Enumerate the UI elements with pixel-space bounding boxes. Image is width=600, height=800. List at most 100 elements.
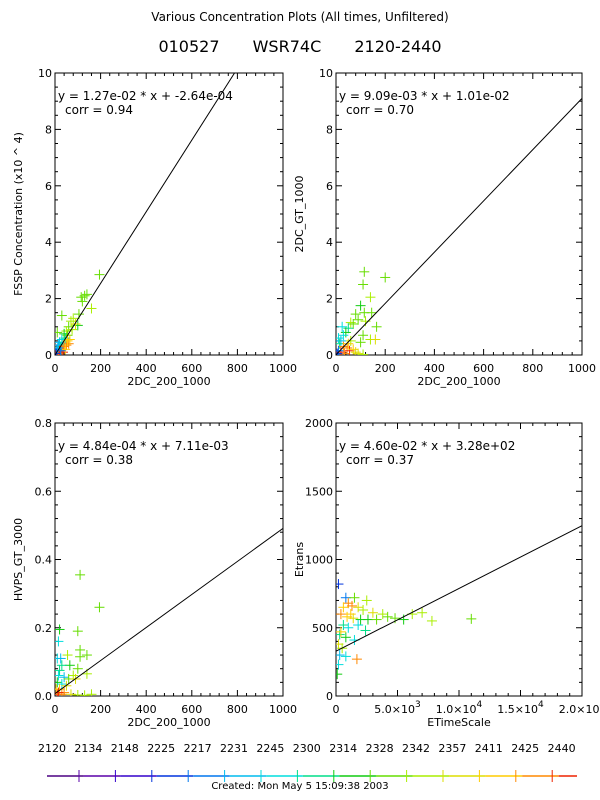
colorbar-time-label: 2411 (475, 742, 503, 755)
time-range-label: 2120-2440 (354, 37, 442, 56)
y-tick-label: 4 (326, 236, 333, 249)
data-point (94, 602, 105, 613)
data-point (338, 330, 349, 341)
x-tick-label: 1.5×104 (497, 700, 544, 716)
data-point (338, 602, 349, 613)
data-point (426, 615, 437, 626)
fit-line (336, 98, 582, 355)
data-point (336, 626, 346, 637)
data-point (340, 592, 351, 603)
data-point (77, 296, 88, 307)
data-point (358, 605, 369, 616)
data-point (380, 272, 391, 283)
data-point (390, 613, 401, 624)
x-tick-label: 600 (473, 362, 494, 375)
fit-line (55, 528, 283, 694)
x-tick-label: 200 (90, 362, 111, 375)
main-title: Various Concentration Plots (All times, … (151, 10, 449, 24)
data-point (358, 279, 369, 290)
data-point (343, 622, 354, 633)
data-point (86, 689, 97, 696)
data-point (62, 650, 73, 661)
data-point (359, 266, 370, 277)
x-axis-label: 2DC_200_1000 (127, 375, 210, 388)
data-point (75, 569, 86, 580)
data-point (61, 340, 72, 351)
x-tick-label: 800 (227, 362, 248, 375)
y-tick-label: 2000 (305, 417, 333, 430)
y-axis-label: HVPS_GT_3000 (12, 518, 25, 601)
data-point (86, 303, 97, 314)
y-tick-label: 8 (45, 123, 52, 136)
x-tick-label: 0 (52, 703, 59, 716)
data-point (336, 669, 343, 680)
y-tick-label: 6 (326, 180, 333, 193)
data-point (358, 349, 369, 355)
data-point (72, 626, 83, 637)
plot-p4: 0 5.0×103 1.0×104 1.5×104 2.0×104 0 500 1000 150… (293, 417, 600, 729)
date-label: 010527 (158, 37, 220, 56)
data-point (361, 595, 372, 606)
data-point (365, 292, 376, 303)
colorbar-time-label: 2120 (38, 742, 66, 755)
y-tick-label: 4 (45, 236, 52, 249)
data-point (56, 310, 67, 321)
data-point (353, 602, 364, 613)
x-tick-label: 800 (522, 362, 543, 375)
data-points (55, 569, 105, 696)
data-point (342, 342, 353, 353)
data-point (417, 607, 428, 618)
data-point (336, 579, 344, 590)
y-tick-label: 0.4 (35, 554, 53, 567)
data-point (68, 313, 79, 324)
colorbar-time-label: 2134 (74, 742, 102, 755)
data-point (70, 318, 81, 329)
data-point (340, 632, 351, 643)
data-point (345, 335, 356, 346)
data-point (65, 316, 76, 327)
data-point (348, 613, 359, 624)
data-point (350, 309, 361, 320)
x-tick-label: 400 (424, 362, 445, 375)
x-tick-label: 0 (52, 362, 59, 375)
y-tick-label: 0 (326, 690, 333, 703)
x-tick-label: 400 (136, 703, 157, 716)
correlation-label: corr = 0.70 (346, 103, 414, 117)
data-point (366, 307, 377, 318)
x-tick-label: 800 (227, 703, 248, 716)
colorbar-time-label: 2231 (220, 742, 248, 755)
colorbar-time-label: 2225 (147, 742, 175, 755)
x-tick-label: 600 (181, 703, 202, 716)
data-point (59, 672, 70, 683)
x-tick-label: 0 (333, 703, 340, 716)
data-point (377, 609, 388, 620)
data-point (55, 636, 64, 647)
y-axis-label: Etrans (293, 542, 306, 577)
data-point (57, 347, 68, 355)
y-tick-label: 0 (45, 349, 52, 362)
colorbar-time-label: 2217 (184, 742, 212, 755)
data-point (65, 689, 76, 696)
data-point (64, 334, 75, 345)
data-point (350, 347, 361, 355)
data-point (336, 609, 346, 620)
x-tick-label: 5.0×103 (374, 700, 420, 716)
y-tick-label: 0.2 (35, 622, 53, 635)
colorbar-time-label: 2300 (293, 742, 321, 755)
data-point (355, 337, 366, 348)
data-point (79, 690, 90, 696)
data-point (76, 292, 87, 303)
data-point (358, 330, 369, 341)
colorbar-time-label: 2328 (366, 742, 394, 755)
data-point (81, 650, 92, 661)
y-tick-label: 10 (319, 67, 333, 80)
data-point (63, 338, 74, 349)
data-point (60, 344, 71, 355)
data-point (75, 651, 86, 662)
data-point (55, 670, 64, 681)
data-point (340, 327, 351, 338)
data-point (353, 348, 364, 355)
data-point (336, 333, 344, 344)
data-point (371, 321, 382, 332)
